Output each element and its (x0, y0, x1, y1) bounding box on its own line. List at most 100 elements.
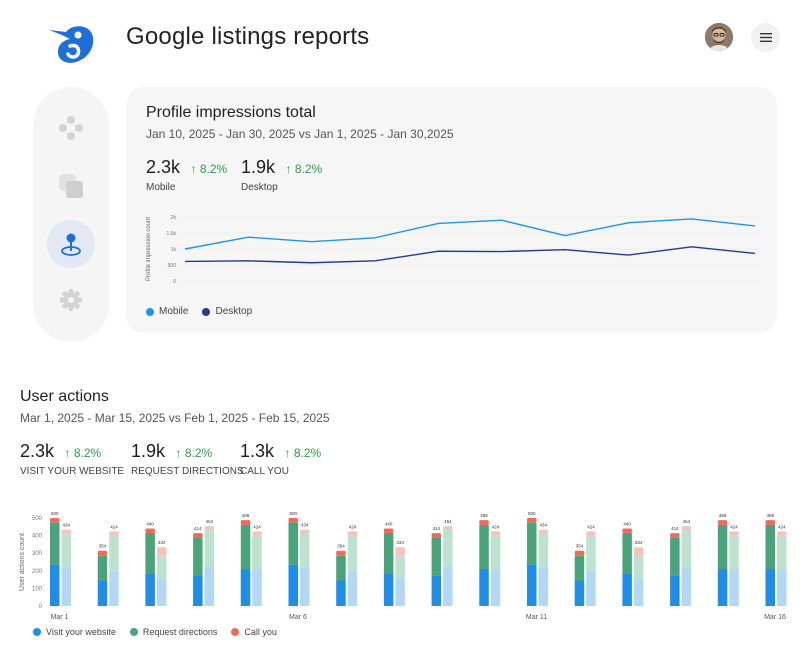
bar-segment-call (443, 526, 453, 530)
bar-total-label: 434 (62, 523, 70, 528)
stat-value: 1.9k (131, 441, 166, 461)
bar-segment-visit (97, 580, 108, 606)
bar-total-label: 440 (385, 522, 393, 527)
bar-total-label: 424 (253, 524, 261, 529)
bar-segment-visit (240, 569, 251, 606)
bar-total-label: 454 (683, 519, 691, 524)
bar-segment-directions (300, 533, 310, 568)
bar-segment-call (777, 531, 787, 536)
bar-segment-directions (622, 532, 632, 574)
sidebar-item-layers[interactable] (47, 162, 95, 210)
bar-segment-directions (777, 535, 787, 570)
stat-value: 2.3k (20, 441, 55, 461)
bar-segment-call (347, 531, 358, 536)
bar-segment-visit (204, 566, 215, 606)
legend-item-directions[interactable]: Request directions (129, 627, 218, 637)
legend-item-call[interactable]: Call you (231, 627, 277, 637)
y-tick-label: 500 (168, 263, 177, 269)
stat-value: 1.3k (240, 441, 275, 461)
stat-label: REQUEST DIRECTIONS (131, 466, 244, 477)
stat-visit-website: 2.3k ↑ 8.2% VISIT YOUR WEBSITE (20, 441, 124, 477)
layers-icon (59, 174, 83, 198)
bar-segment-call (765, 520, 775, 526)
legend-item-mobile[interactable]: Mobile (146, 306, 188, 317)
bar-segment-call (61, 529, 71, 534)
stat-value: 2.3k (146, 157, 181, 177)
bar-segment-call (538, 529, 548, 534)
bar-segment-visit (288, 564, 298, 606)
bar-total-label: 354 (576, 544, 584, 549)
x-tick-label: Mar 6 (289, 614, 307, 621)
legend-item-desktop[interactable]: Desktop (202, 306, 252, 317)
user-actions-bar-chart: User actions count 500 400 300 200 100 0 500 434… (19, 511, 787, 621)
legend-label: Request directions (142, 627, 218, 637)
legend-dot (231, 628, 240, 636)
stat-delta: ↑ 8.2% (284, 446, 322, 460)
stat-delta: ↑ 8.2% (285, 162, 323, 176)
bar-segment-visit (670, 575, 680, 606)
bar-segment-directions (61, 533, 71, 568)
bar-segment-call (574, 550, 585, 556)
bar-total-label: 500 (528, 511, 536, 516)
bar-segment-call (729, 531, 739, 536)
bar-total-label: 488 (242, 513, 250, 518)
bar-segment-directions (633, 555, 644, 579)
bar-total-label: 500 (289, 511, 297, 516)
bar-segment-directions (50, 522, 60, 565)
bar-segment-visit (50, 564, 60, 606)
y-tick-label: 200 (32, 569, 43, 575)
bar-total-label: 488 (480, 513, 488, 518)
bar-segment-visit (729, 569, 739, 606)
y-tick-label: 500 (32, 516, 43, 522)
stat-request-directions: 1.9k ↑ 8.2% REQUEST DIRECTIONS (131, 441, 244, 477)
bar-segment-call (252, 531, 262, 536)
bar-segment-directions (252, 535, 262, 570)
date-range: Jan 10, 2025 - Jan 30, 2025 vs Jan 1, 20… (146, 127, 454, 141)
legend-label: Call you (244, 627, 277, 637)
y-tick-label: 1k (171, 247, 177, 253)
bar-total-label: 414 (433, 526, 441, 531)
stat-label: VISIT YOUR WEBSITE (20, 466, 125, 477)
apps-icon (59, 116, 83, 140)
user-actions-legend: Visit your website Request directions Ca… (33, 627, 277, 637)
bar-total-label: 440 (623, 522, 631, 527)
avatar[interactable] (705, 23, 733, 51)
sidebar-item-locations[interactable] (47, 220, 95, 268)
y-tick-label: 1.5k (167, 231, 177, 237)
bar-segment-directions (729, 535, 739, 570)
location-pin-icon (61, 233, 81, 256)
bar-total-label: 414 (671, 526, 679, 531)
stat-call-you: 1.3k ↑ 8.2% CALL YOU (240, 441, 321, 477)
legend-label: Mobile (159, 306, 189, 317)
stat-label: Mobile (146, 182, 176, 193)
bar-segment-visit (479, 569, 489, 606)
bar-segment-directions (574, 555, 585, 581)
y-axis-label: User actions count (19, 533, 26, 591)
bar-segment-visit (61, 567, 71, 606)
menu-button[interactable] (751, 23, 780, 52)
bar-segment-visit (586, 570, 596, 606)
legend-item-visit[interactable]: Visit your website (33, 627, 116, 637)
sidebar-item-settings[interactable] (47, 276, 95, 324)
bar-segment-visit (156, 578, 167, 606)
bar-total-label: 424 (587, 524, 595, 529)
bar-segment-call (431, 533, 442, 538)
card-title: Profile impressions total (146, 104, 316, 121)
stat-mobile: 2.3k ↑ 8.2% Mobile (146, 157, 227, 193)
stat-label: CALL YOU (240, 466, 289, 477)
legend-label: Visit your website (46, 627, 116, 637)
bar-total-label: 434 (301, 523, 309, 528)
bar-total-label: 424 (730, 524, 738, 529)
stat-label: Desktop (241, 182, 278, 193)
sidebar-item-apps[interactable] (47, 104, 95, 152)
bar-segment-call (681, 526, 692, 530)
bar-segment-visit (193, 575, 203, 606)
impressions-card: Profile impressions total Jan 10, 2025 -… (126, 87, 777, 333)
bar-segment-directions (717, 525, 728, 570)
bar-segment-directions (109, 535, 119, 571)
bird-logo-icon (44, 18, 100, 68)
bar-total-label: 334 (158, 540, 166, 545)
bar-total-label: 334 (396, 540, 404, 545)
bar-total-label: 424 (110, 524, 118, 529)
stat-value: 1.9k (241, 157, 276, 177)
